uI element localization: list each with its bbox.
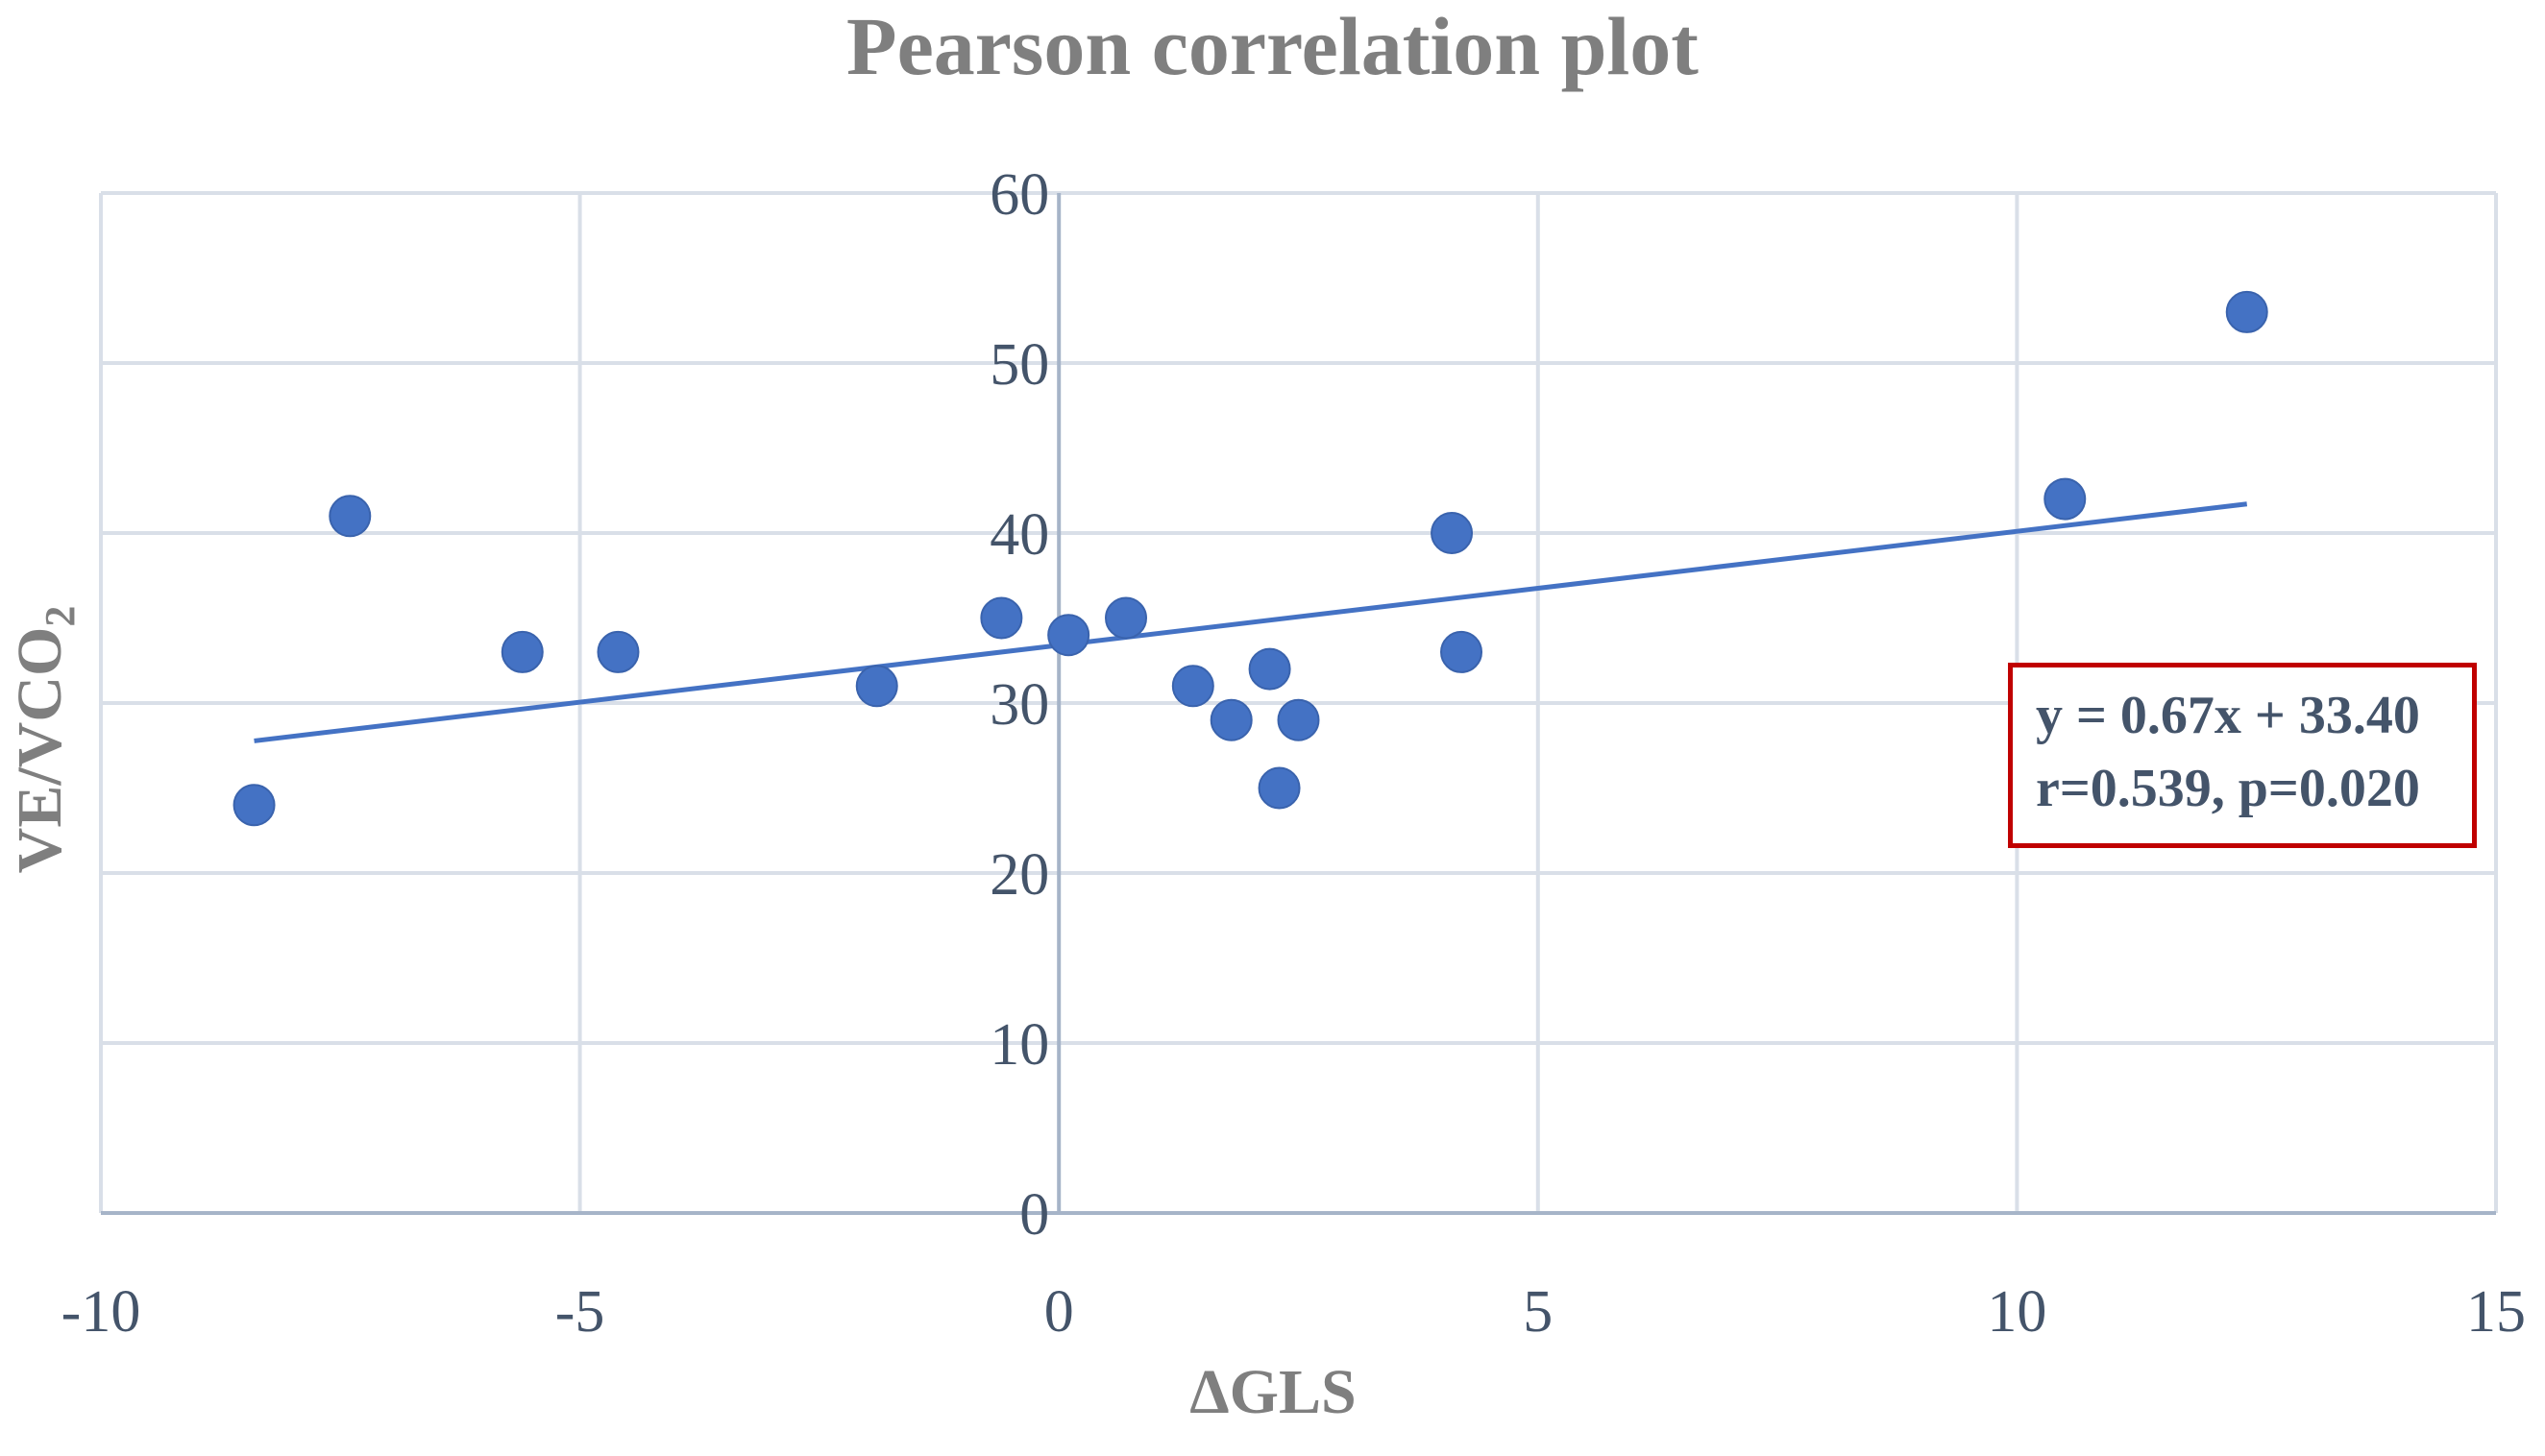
data-point	[2225, 290, 2268, 333]
y-tick-label: 0	[1019, 1182, 1049, 1248]
x-tick-label: -10	[61, 1279, 141, 1345]
data-point	[597, 630, 640, 673]
data-point	[329, 495, 372, 538]
y-tick-label: 40	[990, 502, 1049, 568]
data-point	[1105, 596, 1148, 640]
data-point	[232, 784, 276, 827]
data-point	[855, 665, 898, 708]
data-point	[980, 596, 1023, 640]
y-axis-label: VE/VCO2	[4, 605, 85, 874]
correlation-stats: r=0.539, p=0.020	[2036, 759, 2420, 818]
y-tick-label: 10	[990, 1012, 1049, 1078]
y-tick-label: 30	[990, 672, 1049, 738]
y-tick-label: 60	[990, 162, 1049, 228]
data-point	[1258, 766, 1301, 810]
data-point	[1047, 614, 1090, 657]
data-point	[1440, 630, 1483, 673]
y-tick-label: 20	[990, 842, 1049, 908]
x-axis-label: ΔGLS	[1189, 1357, 1357, 1427]
data-point	[1431, 512, 1474, 554]
grid-lines	[99, 191, 2498, 1213]
x-tick-label: 0	[1044, 1279, 1074, 1345]
data-point	[1171, 665, 1214, 708]
data-point	[1277, 698, 1320, 741]
data-point	[1210, 698, 1253, 741]
x-tick-label: 15	[2466, 1279, 2526, 1345]
regression-equation: y = 0.67x + 33.40	[2036, 686, 2420, 745]
trendline	[254, 501, 2248, 743]
x-tick-label: 10	[1987, 1279, 2046, 1345]
x-tick-label: -5	[555, 1279, 605, 1345]
x-tick-label: 5	[1523, 1279, 1553, 1345]
data-points	[232, 290, 2268, 827]
data-point	[2043, 477, 2087, 521]
trendline-group	[254, 501, 2248, 743]
chart-title: Pearson correlation plot	[846, 0, 1699, 92]
tick-labels: -10 -5 0 5 10 15 0 10 20 30 40 50 60	[61, 162, 2526, 1345]
data-point	[501, 630, 544, 673]
regression-annotation-box: y = 0.67x + 33.40 r=0.539, p=0.020	[2008, 663, 2477, 848]
axes	[101, 193, 2496, 1215]
y-tick-label: 50	[990, 332, 1049, 398]
data-point	[1248, 647, 1291, 691]
